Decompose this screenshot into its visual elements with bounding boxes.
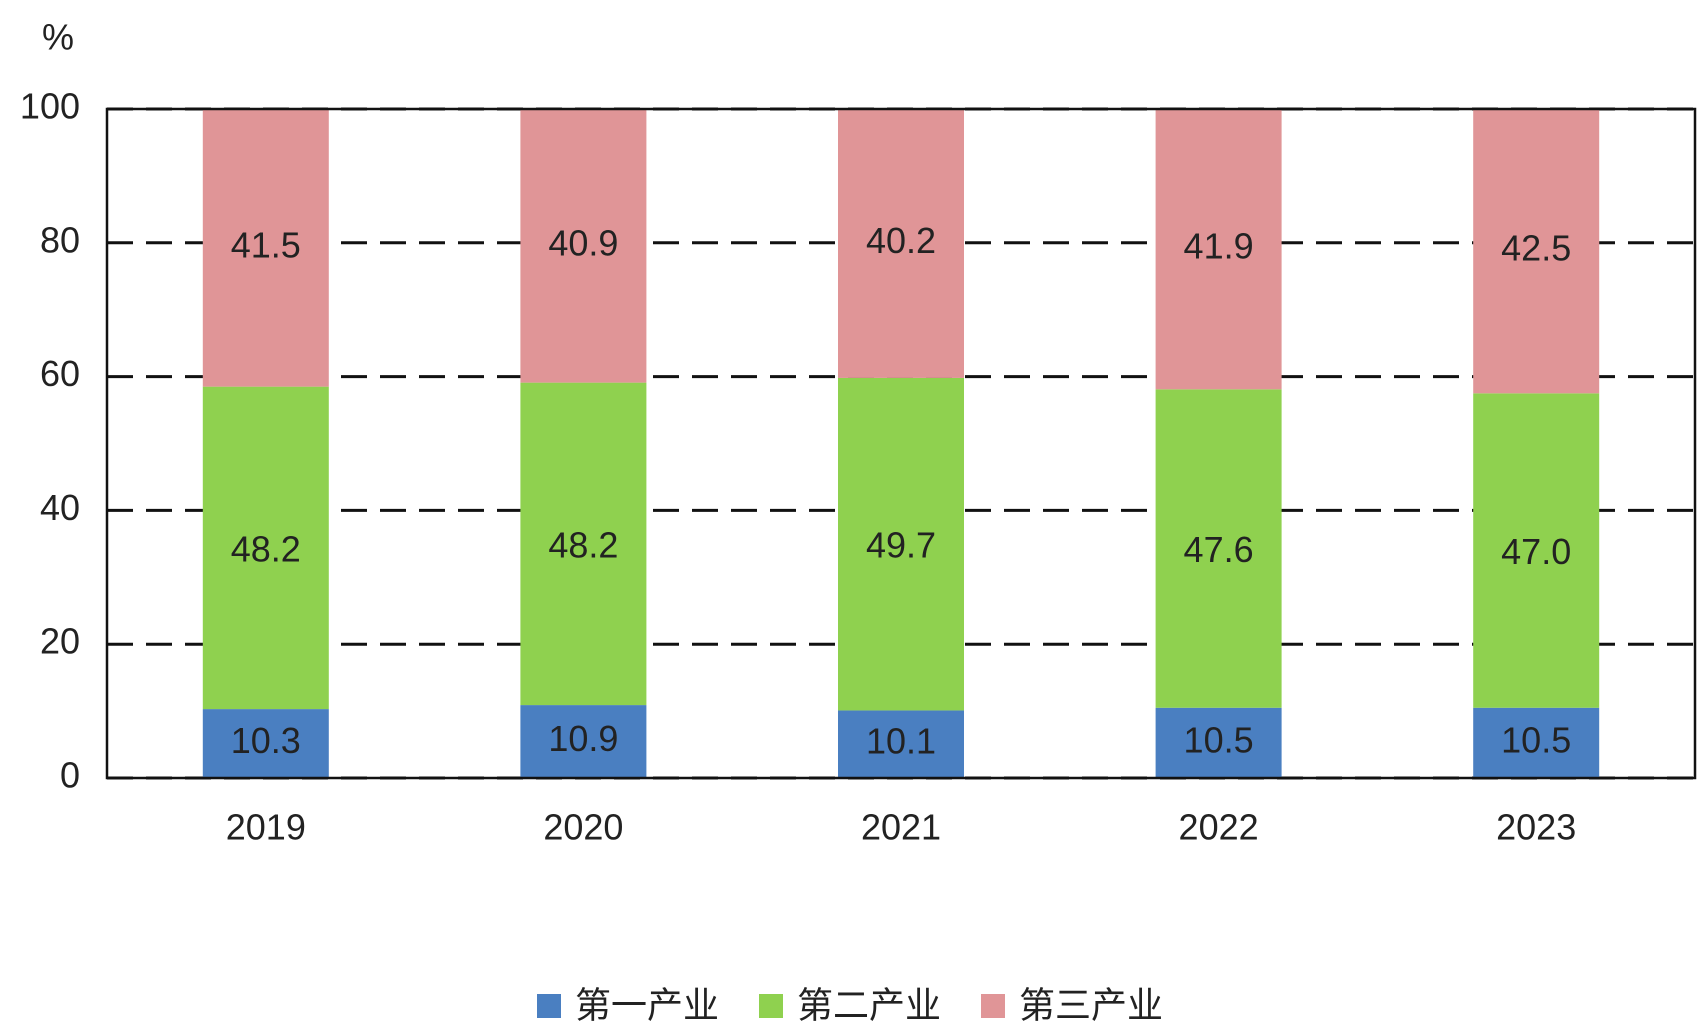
x-tick-label: 2021 <box>861 807 941 848</box>
value-label: 40.2 <box>866 220 936 261</box>
value-label: 10.5 <box>1501 719 1571 760</box>
bar-segment <box>202 109 329 387</box>
bar-segment <box>520 382 647 706</box>
y-tick-label: 20 <box>40 621 80 662</box>
value-label: 47.0 <box>1501 531 1571 572</box>
value-label: 48.2 <box>231 528 301 569</box>
bar-segment <box>1473 109 1600 394</box>
y-tick-label: 80 <box>40 219 80 260</box>
x-tick-label: 2020 <box>543 807 623 848</box>
bar-segment <box>520 109 647 383</box>
legend-swatch <box>759 994 783 1018</box>
value-label: 41.5 <box>231 224 301 265</box>
bar-segment <box>1155 109 1282 390</box>
plot-frame <box>105 107 1697 780</box>
legend-label: 第一产业 <box>575 985 719 1026</box>
value-label: 47.6 <box>1184 529 1254 570</box>
bar-segment <box>520 705 647 778</box>
bar-segment <box>1473 393 1600 708</box>
value-label: 49.7 <box>866 525 936 566</box>
y-tick-label: 60 <box>40 353 80 394</box>
bar-segment <box>202 386 329 710</box>
bar-segment <box>838 377 964 711</box>
x-tick-label: 2019 <box>226 807 306 848</box>
value-label: 10.3 <box>231 720 301 761</box>
legend-label: 第二产业 <box>797 985 941 1026</box>
value-label: 10.9 <box>548 718 618 759</box>
x-tick-label: 2023 <box>1496 807 1576 848</box>
bar-segment <box>1155 389 1282 708</box>
legend-label: 第三产业 <box>1019 985 1163 1026</box>
y-tick-label: 40 <box>40 487 80 528</box>
bar-segment <box>838 109 964 378</box>
value-label: 42.5 <box>1501 228 1571 269</box>
y-tick-label: 100 <box>20 86 80 127</box>
value-label: 10.5 <box>1184 719 1254 760</box>
value-label: 48.2 <box>548 524 618 565</box>
bar-segment <box>1155 707 1282 778</box>
value-label: 10.1 <box>866 721 936 762</box>
value-label: 41.9 <box>1184 226 1254 267</box>
bar-segment <box>1473 707 1600 778</box>
legend-swatch <box>537 994 561 1018</box>
y-axis-label: % <box>42 17 74 58</box>
bar-segment <box>838 710 964 778</box>
value-label: 40.9 <box>548 222 618 263</box>
y-tick-label: 0 <box>60 755 80 796</box>
bar-segment <box>202 709 329 778</box>
legend-swatch <box>981 994 1005 1018</box>
x-tick-label: 2022 <box>1179 807 1259 848</box>
